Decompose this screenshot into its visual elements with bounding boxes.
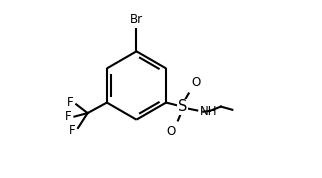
- Text: O: O: [166, 125, 176, 138]
- Text: F: F: [65, 110, 72, 123]
- Text: NH: NH: [200, 105, 218, 118]
- Text: F: F: [69, 124, 75, 137]
- Text: Br: Br: [130, 13, 143, 26]
- Text: O: O: [191, 76, 200, 89]
- Text: S: S: [178, 100, 187, 114]
- Text: F: F: [67, 96, 74, 109]
